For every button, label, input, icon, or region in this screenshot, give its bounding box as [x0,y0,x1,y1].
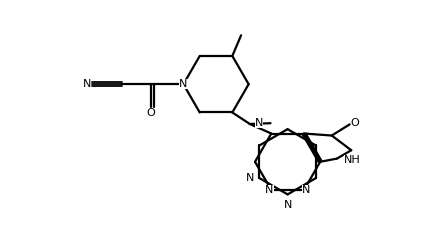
Text: N: N [255,118,263,128]
Text: O: O [147,108,155,118]
Text: N: N [302,185,310,195]
Text: N: N [83,79,91,89]
Text: O: O [351,118,359,128]
Text: N: N [265,185,274,195]
Text: NH: NH [344,155,361,165]
Text: N: N [283,200,292,210]
Text: N: N [246,173,254,183]
Text: N: N [179,79,187,89]
